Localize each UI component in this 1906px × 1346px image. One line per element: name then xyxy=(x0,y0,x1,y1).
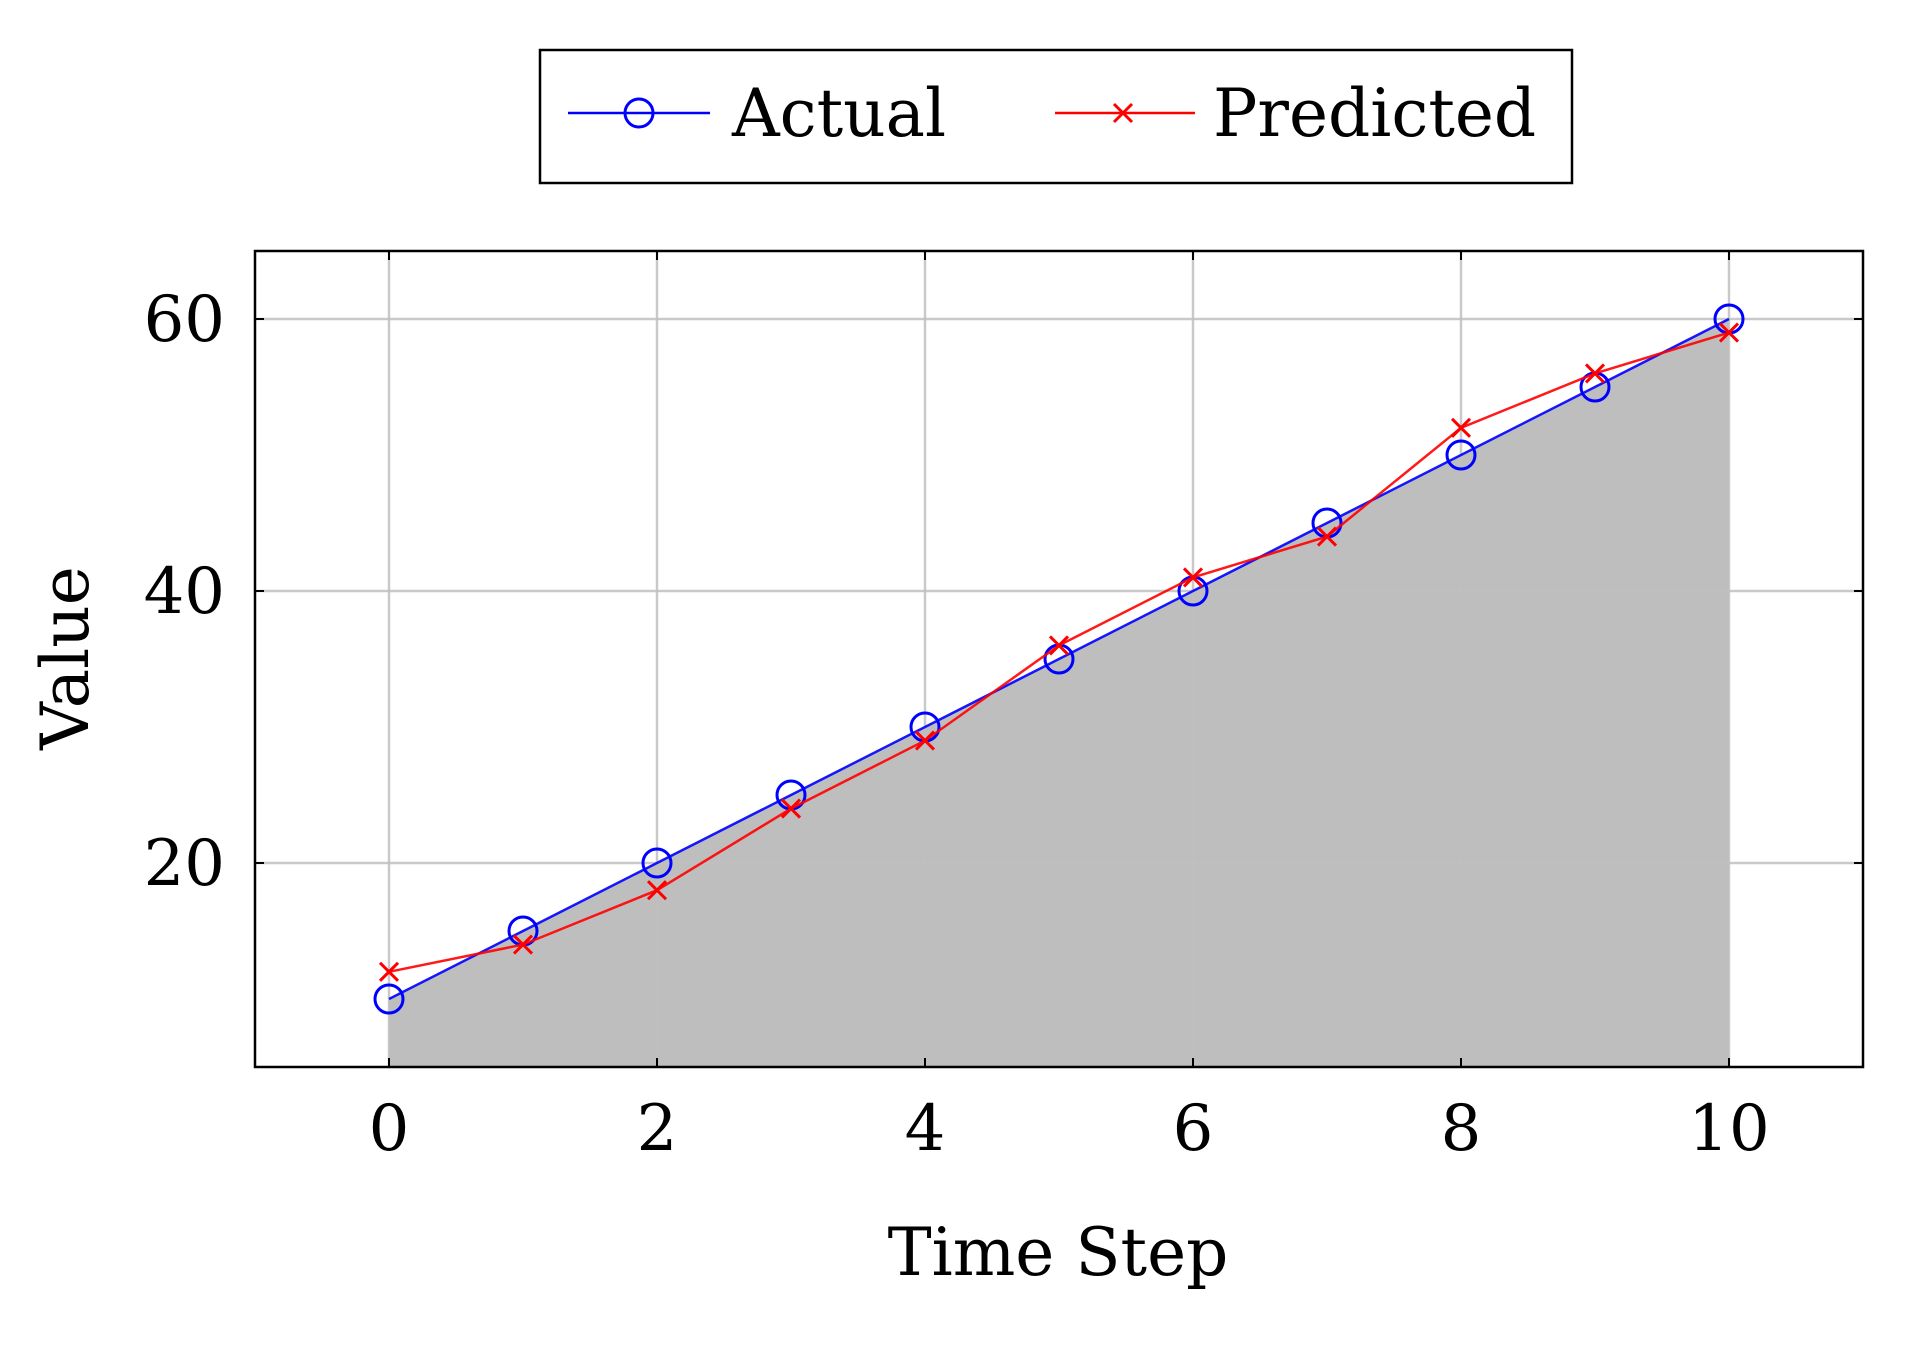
x-tick-label: 10 xyxy=(1688,1092,1769,1166)
x-tick-label: 8 xyxy=(1441,1092,1482,1166)
y-tick-label: 40 xyxy=(144,555,225,629)
data-point-actual xyxy=(373,983,405,1015)
data-point-predicted xyxy=(780,798,802,819)
data-point-predicted xyxy=(1584,363,1606,384)
legend-marker-actual xyxy=(623,97,655,129)
series-line-actual xyxy=(388,317,1730,1001)
data-point-predicted xyxy=(646,880,668,901)
x-tick-label: 0 xyxy=(369,1092,410,1166)
plot-frame xyxy=(253,249,1865,1069)
legend-label-actual: Actual xyxy=(731,75,946,152)
x-axis-label: Time Step xyxy=(888,1214,1229,1291)
data-point-predicted xyxy=(378,961,400,982)
data-point-predicted xyxy=(1450,417,1472,438)
area-fill xyxy=(389,319,1729,1067)
data-point-predicted xyxy=(1718,322,1740,343)
legend: Actual Predicted xyxy=(538,48,1574,185)
x-tick-label: 6 xyxy=(1173,1092,1214,1166)
data-point-predicted xyxy=(1048,635,1070,656)
y-tick-label: 20 xyxy=(144,827,225,901)
legend-marker-predicted xyxy=(1112,102,1134,124)
legend-label-predicted: Predicted xyxy=(1213,75,1536,152)
data-point-predicted xyxy=(914,730,936,751)
legend-box xyxy=(538,48,1574,185)
data-point-actual xyxy=(641,847,673,879)
x-tick-label: 2 xyxy=(637,1092,678,1166)
x-tick-label: 4 xyxy=(905,1092,946,1166)
data-point-predicted xyxy=(512,934,534,955)
y-tick-label: 60 xyxy=(144,283,225,357)
y-axis-label: Value xyxy=(27,566,104,751)
data-point-predicted xyxy=(1182,567,1204,588)
data-point-predicted xyxy=(1316,526,1338,547)
data-point-actual xyxy=(1445,439,1477,471)
plot-area: 0 2 4 6 8 10 20 40 60 xyxy=(144,249,1865,1166)
